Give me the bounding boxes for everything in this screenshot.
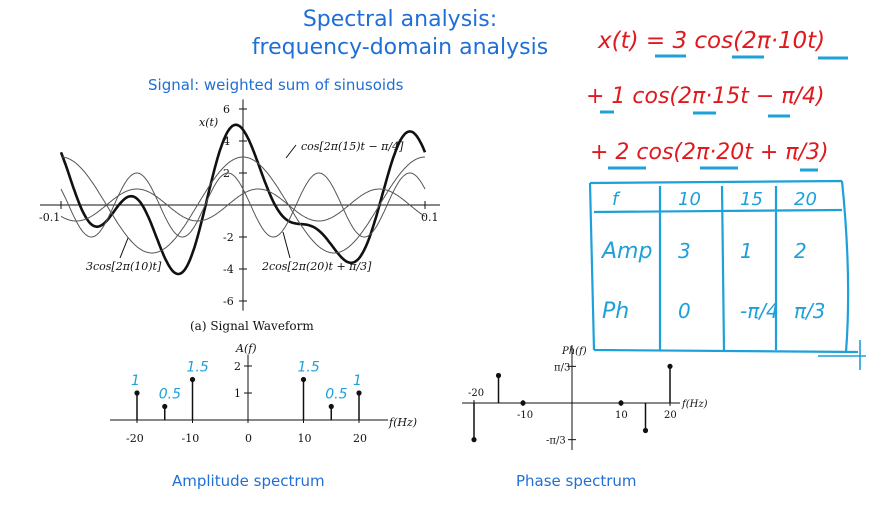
- phase-y-tick-label: π/3: [554, 362, 570, 373]
- title-line-2: frequency-domain analysis: [251, 35, 549, 60]
- amp-stem-point: [356, 390, 362, 396]
- amp-annotation: 1.5: [187, 360, 209, 376]
- amp-annotation: 1: [353, 373, 362, 389]
- underline-marks-2: [600, 110, 790, 118]
- table-cell: -π/4: [740, 299, 779, 323]
- phase-stem-point: [471, 437, 477, 443]
- waveform-series-line: [60, 188, 426, 222]
- amp-stem-point: [328, 403, 334, 410]
- phase-stem-point: [618, 400, 624, 406]
- amp-stem-point: [162, 403, 168, 410]
- table-lines: [588, 179, 859, 354]
- amp-stem-point: [134, 390, 140, 396]
- table-cell: Amp: [600, 239, 652, 264]
- phase-stem-point: [667, 363, 673, 369]
- phase-stem-point: [520, 400, 526, 406]
- signal-subtitle: Signal: weighted sum of sinusoids: [148, 76, 404, 94]
- waveform-y-tick-label: -2: [223, 231, 234, 244]
- amp-stem-point: [300, 376, 307, 383]
- amp-x-tick-label: 0: [245, 432, 252, 445]
- waveform-series-line: [59, 123, 427, 276]
- waveform-y-tick-label: 4: [223, 135, 230, 148]
- phase-caption: Phase spectrum: [516, 472, 637, 490]
- amp-annotation: 0.5: [325, 387, 347, 403]
- phase-x-tick-label: 10: [615, 410, 628, 421]
- table-cell: π/3: [794, 299, 826, 323]
- amp-x-tick-label: 20: [353, 432, 367, 445]
- slide-title: Spectral analysis: frequency-domain anal…: [180, 6, 620, 62]
- table-header-cell: 15: [740, 189, 763, 210]
- waveform-x-tick-label: -0.1: [39, 211, 60, 224]
- waveform-series-label: 2cos[2π(20)t + π/3]: [261, 260, 372, 273]
- amp-stem-point: [189, 376, 196, 383]
- table-header-cell: 10: [678, 189, 701, 210]
- waveform-series-label: 3cos[2π(10)t]: [86, 260, 162, 273]
- waveform-label-leaders: [119, 144, 297, 259]
- table-cell: Ph: [602, 299, 629, 324]
- waveform-series-line: [61, 156, 425, 254]
- amp-y-label: A(f): [235, 342, 257, 355]
- equation-line-2: + 1 cos(2π·15t − π/4): [586, 84, 825, 109]
- amp-annotation: 1: [131, 373, 140, 389]
- amp-y-tick-label: 2: [234, 360, 241, 373]
- amp-x-tick-label: -20: [126, 432, 144, 445]
- phase-y-label: Ph(f): [561, 346, 587, 357]
- waveform-y-tick-label: -6: [223, 295, 234, 308]
- table-cell: 0: [678, 299, 691, 323]
- table-corner-stroke: [818, 340, 866, 370]
- phase-x-label: f(Hz): [681, 399, 708, 410]
- amp-x-label: f(Hz): [388, 416, 417, 429]
- waveform-series-label: x(t): [199, 116, 218, 129]
- amp-x-tick-label: -10: [182, 432, 200, 445]
- amp-annotation: 0.5: [159, 387, 181, 403]
- phase-x-tick-label: 20: [664, 410, 677, 421]
- equation-line-1: x(t) = 3 cos(2π·10t): [597, 28, 825, 54]
- waveform-y-tick-label: -4: [223, 263, 234, 276]
- amp-annotation: 1.5: [298, 360, 320, 376]
- waveform-x-tick-label: 0.1: [421, 211, 439, 224]
- table-cell: 2: [794, 239, 807, 263]
- amp-y-tick-label: 1: [234, 387, 241, 400]
- waveform-title: (a) Signal Waveform: [190, 319, 314, 333]
- table-cell: 1: [740, 239, 753, 263]
- table-header-cell: f: [612, 189, 621, 210]
- amplitude-caption: Amplitude spectrum: [172, 472, 325, 490]
- table-cell: 3: [678, 239, 691, 263]
- phase-stem-point: [495, 372, 502, 379]
- equation-line-3: + 2 cos(2π·20t + π/3): [590, 140, 829, 165]
- phase-x-tick-label: -10: [517, 410, 533, 421]
- amp-x-tick-label: 10: [298, 432, 312, 445]
- underline-marks-3: [608, 166, 818, 172]
- phase-stem-point: [642, 427, 649, 434]
- table-header-cell: 20: [794, 189, 817, 210]
- underline-marks-1: [655, 54, 848, 60]
- waveform-y-tick-label: 6: [223, 103, 230, 116]
- phase-x-tick-label: -20: [468, 388, 484, 399]
- phase-y-tick-label: -π/3: [546, 436, 566, 447]
- waveform-series-line: [60, 172, 426, 238]
- waveform-series-label: cos[2π(15)t − π/4]: [301, 140, 404, 153]
- title-line-1: Spectral analysis:: [302, 7, 498, 32]
